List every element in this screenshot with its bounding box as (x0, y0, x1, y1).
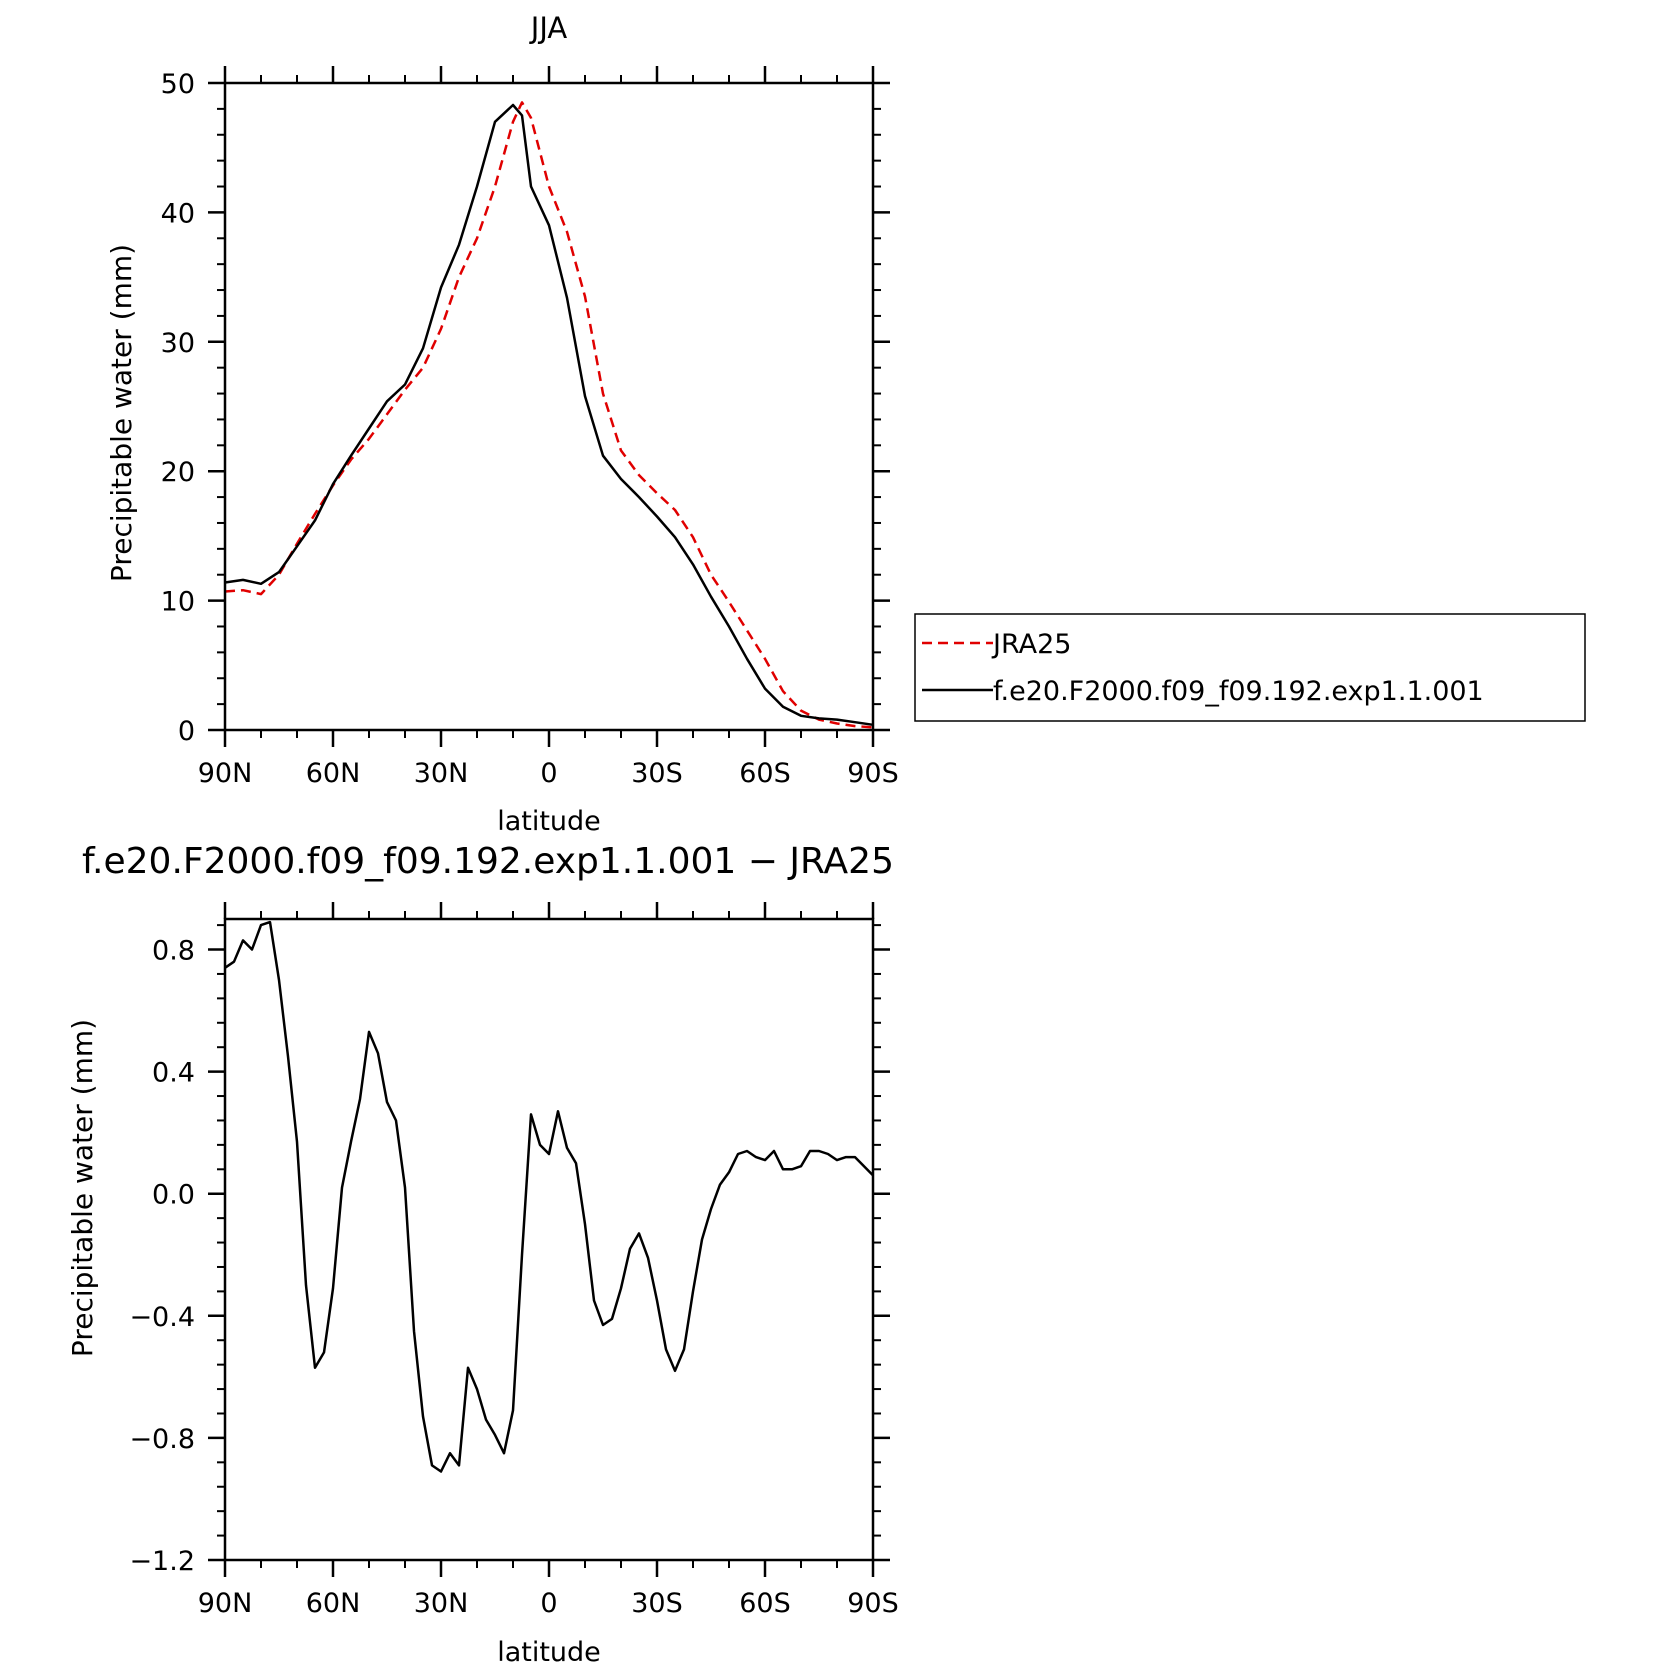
top-panel-x-tick-label: 30N (414, 758, 469, 789)
top-panel-y-tick-label: 50 (161, 69, 195, 100)
bottom-panel-series-line-0 (224, 920, 874, 1473)
bottom-panel-x-tick-label: 30S (631, 1588, 683, 1619)
bottom-panel-x-tick-label: 30N (414, 1588, 469, 1619)
top-panel-x-tick-label: 90N (198, 758, 253, 789)
top-panel-series-line-1 (224, 103, 874, 727)
top-panel-y-tick-label: 30 (161, 328, 195, 359)
top-panel-plot-frame (223, 81, 875, 732)
bottom-panel-x-tick-label: 60S (739, 1588, 791, 1619)
bottom-panel-plot-frame (223, 917, 875, 1562)
bottom-panel-x-tick-label: 60N (306, 1588, 361, 1619)
bottom-panel-y-tick-label: −0.4 (129, 1302, 195, 1333)
top-panel-x-tick-label: 60S (739, 758, 791, 789)
top-panel-y-tick-label: 0 (178, 716, 195, 747)
legend-box (914, 613, 1586, 722)
bottom-panel-y-tick-label: −1.2 (129, 1546, 195, 1577)
legend: JRA25 f.e20.F2000.f09_f09.192.exp1.1.001 (914, 613, 1586, 722)
bottom-panel-y-tick-label: −0.8 (129, 1424, 195, 1455)
top-panel-title: JJA (529, 11, 568, 45)
top-panel: JJA Precipitable water (mm) latitude 90N… (105, 11, 1586, 837)
top-panel-x-tick-label: 30S (631, 758, 683, 789)
top-panel-y-axis-label: Precipitable water (mm) (105, 244, 138, 582)
top-panel-y-tick-label: 40 (161, 198, 195, 229)
bottom-panel-x-tick-label: 90S (847, 1588, 899, 1619)
legend-label-model: f.e20.F2000.f09_f09.192.exp1.1.001 (993, 676, 1484, 707)
top-panel-x-tick-label: 0 (540, 758, 557, 789)
bottom-panel-y-axis-label: Precipitable water (mm) (66, 1019, 99, 1357)
top-panel-x-tick-label: 60N (306, 758, 361, 789)
top-panel-x-axis-label: latitude (497, 806, 601, 837)
legend-label-jra25: JRA25 (991, 629, 1071, 660)
bottom-panel-y-tick-label: 0.4 (152, 1058, 195, 1089)
bottom-panel-x-tick-label: 90N (198, 1588, 253, 1619)
top-panel-x-tick-label: 90S (847, 758, 899, 789)
bottom-panel-y-tick-label: 0.0 (152, 1180, 195, 1211)
top-panel-y-tick-label: 10 (161, 587, 195, 618)
bottom-panel: f.e20.F2000.f09_f09.192.exp1.1.001 − JRA… (66, 841, 899, 1668)
top-panel-y-tick-label: 20 (161, 457, 195, 488)
bottom-panel-x-tick-label: 0 (540, 1588, 557, 1619)
bottom-panel-x-axis-label: latitude (497, 1637, 601, 1668)
bottom-panel-y-tick-label: 0.8 (152, 936, 195, 967)
top-panel-series-line-0 (224, 101, 874, 729)
bottom-panel-title: f.e20.F2000.f09_f09.192.exp1.1.001 − JRA… (82, 841, 894, 882)
